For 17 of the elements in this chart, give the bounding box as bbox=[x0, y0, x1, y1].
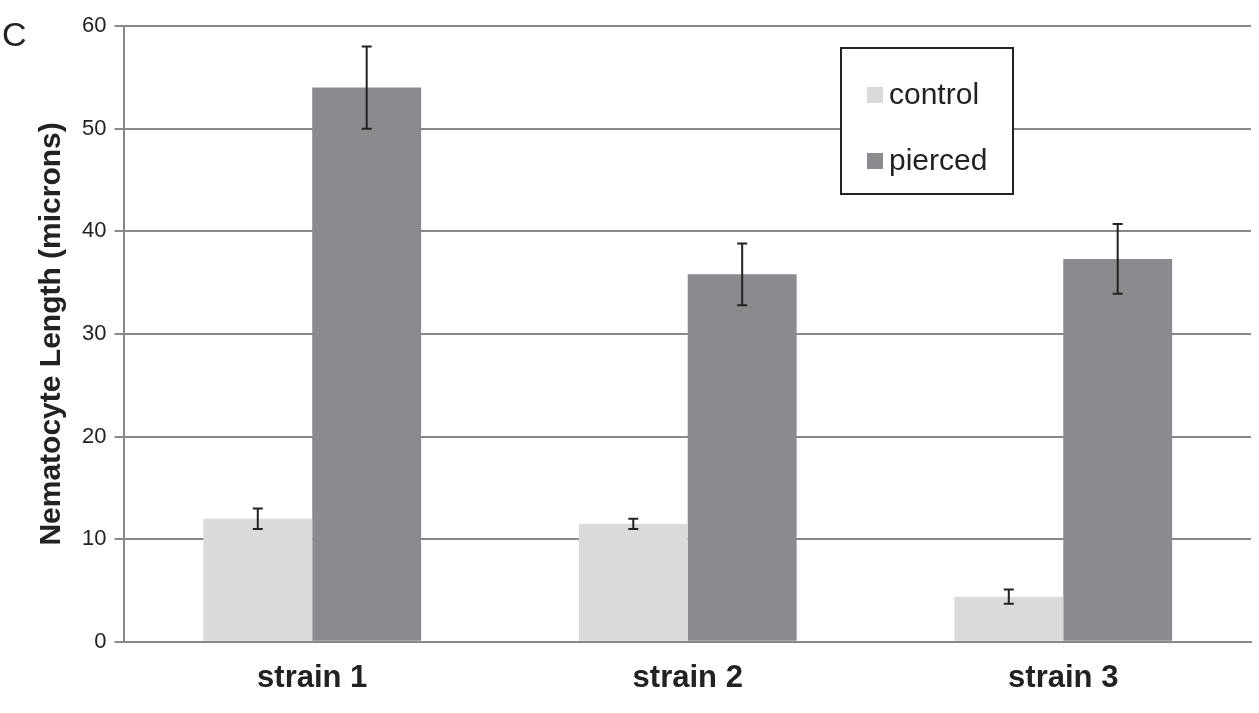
x-tick-label: strain 1 bbox=[257, 658, 368, 694]
y-tick-label: 0 bbox=[94, 627, 107, 653]
x-tick-label: strain 2 bbox=[632, 658, 743, 694]
legend-label: control bbox=[889, 77, 980, 111]
y-tick-label: 10 bbox=[81, 525, 107, 551]
y-tick-label: 20 bbox=[81, 422, 107, 448]
bar bbox=[203, 518, 313, 641]
y-tick-label: 50 bbox=[81, 114, 107, 140]
y-tick-label: 40 bbox=[81, 217, 107, 243]
legend-label: pierced bbox=[889, 143, 988, 177]
text: C bbox=[2, 15, 27, 54]
bar bbox=[954, 596, 1064, 641]
y-tick-label: 30 bbox=[81, 319, 107, 345]
y-tick-label: 60 bbox=[81, 12, 107, 38]
bar bbox=[578, 523, 688, 641]
y-axis-title: Nematocyte Length (microns) bbox=[33, 122, 67, 546]
x-tick-label: strain 3 bbox=[1008, 658, 1119, 694]
